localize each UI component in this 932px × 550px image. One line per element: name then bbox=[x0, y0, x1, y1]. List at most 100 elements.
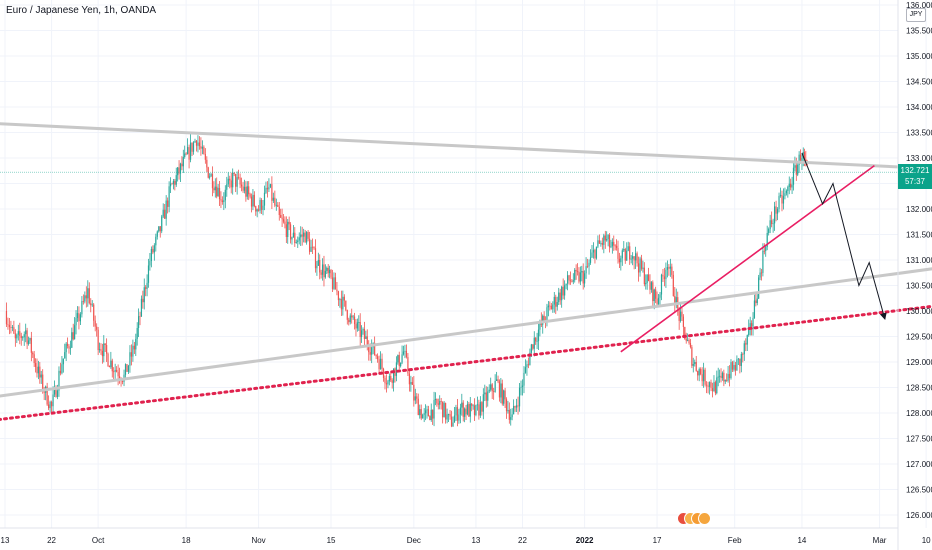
candle-body bbox=[42, 374, 44, 391]
price-tick-label: 130.000 bbox=[906, 307, 932, 316]
candle-body bbox=[566, 275, 569, 284]
candle-body bbox=[768, 229, 770, 233]
candle-body bbox=[243, 186, 246, 191]
candle-body bbox=[716, 377, 718, 394]
candle-body bbox=[713, 382, 715, 392]
pink-rising-trendline[interactable] bbox=[620, 165, 875, 353]
time-axis[interactable]: 13 22 Oct 18 Nov 15 Dec 13 22 2022 17 Feb 14 Mar 10 bbox=[0, 527, 931, 545]
candle-body bbox=[773, 206, 776, 224]
candle-body bbox=[684, 326, 686, 340]
candle-body bbox=[724, 380, 726, 382]
candle-body bbox=[282, 219, 285, 222]
candle-body bbox=[129, 352, 131, 366]
candle-body bbox=[714, 382, 716, 394]
candle-body bbox=[253, 194, 255, 207]
candle-body bbox=[146, 282, 148, 289]
candle-body bbox=[230, 180, 232, 188]
candle-body bbox=[211, 174, 214, 189]
candle-body bbox=[414, 396, 416, 401]
bar-countdown: 57:37 bbox=[904, 177, 926, 186]
candle-body bbox=[535, 337, 537, 342]
candle-body bbox=[36, 366, 38, 374]
candle-body bbox=[203, 146, 205, 155]
economic-events-marker[interactable] bbox=[677, 512, 711, 526]
candle-body bbox=[582, 271, 584, 284]
candle-body bbox=[479, 402, 481, 416]
time-tick-label: Dec bbox=[407, 536, 421, 545]
candle-body bbox=[233, 172, 235, 174]
candle-body bbox=[779, 194, 782, 197]
candle-body bbox=[694, 362, 696, 365]
lower-support-line[interactable] bbox=[0, 263, 932, 401]
candle-body bbox=[657, 297, 660, 305]
candle-body bbox=[210, 174, 212, 177]
candle-body bbox=[274, 197, 276, 206]
candle-body bbox=[468, 404, 470, 417]
candle-body bbox=[423, 413, 425, 415]
candle-body bbox=[436, 399, 438, 404]
candle-body bbox=[229, 178, 231, 181]
candle-body bbox=[485, 392, 487, 401]
candle-body bbox=[275, 204, 277, 206]
candle-body bbox=[595, 246, 598, 259]
price-axis[interactable]: 126.000 126.500 127.000 127.500 128.000 128.5… bbox=[897, 0, 932, 550]
candle-body bbox=[236, 177, 238, 187]
candle-body bbox=[765, 246, 767, 252]
candle-body bbox=[64, 352, 66, 359]
candle-body bbox=[235, 173, 237, 187]
currency-badge[interactable]: JPY bbox=[906, 8, 926, 22]
candle-body bbox=[88, 288, 90, 304]
candle-body bbox=[462, 402, 464, 417]
time-tick-label: 15 bbox=[327, 536, 336, 545]
candle-body bbox=[59, 370, 62, 374]
candle-body bbox=[313, 246, 315, 249]
candle-body bbox=[171, 183, 173, 185]
candle-body bbox=[805, 159, 807, 161]
candle-body bbox=[476, 404, 479, 406]
candle-body bbox=[145, 287, 147, 289]
candle-body bbox=[461, 402, 463, 408]
candle-body bbox=[615, 245, 618, 249]
candle-body bbox=[213, 188, 215, 191]
price-tick-label: 133.000 bbox=[906, 154, 932, 163]
dotted-support-line[interactable] bbox=[0, 301, 932, 423]
candle-body bbox=[81, 301, 83, 315]
candle-body bbox=[784, 193, 786, 197]
candle-body bbox=[603, 235, 605, 245]
candle-body bbox=[214, 186, 216, 191]
candle-body bbox=[488, 389, 490, 392]
candle-body bbox=[781, 194, 783, 204]
event-icon[interactable] bbox=[698, 512, 711, 525]
candle-body bbox=[249, 194, 251, 197]
candle-body bbox=[748, 327, 750, 336]
candle-body bbox=[775, 206, 777, 214]
candle-body bbox=[195, 140, 198, 146]
time-tick-label: 13 bbox=[1, 536, 10, 545]
candle-body bbox=[189, 142, 192, 160]
candle-body bbox=[48, 404, 50, 409]
candle-body bbox=[682, 316, 684, 327]
candle-body bbox=[281, 217, 283, 220]
candle-body bbox=[746, 335, 748, 345]
trendline-drawings[interactable] bbox=[0, 122, 932, 423]
projection-path[interactable] bbox=[801, 152, 887, 321]
candle-body bbox=[498, 381, 501, 398]
upper-resistance-line[interactable] bbox=[0, 122, 932, 171]
time-tick-label: Mar bbox=[873, 536, 887, 545]
candle-body bbox=[287, 221, 289, 237]
projection-arrow[interactable] bbox=[801, 152, 887, 321]
candle-body bbox=[272, 197, 274, 201]
candle-body bbox=[430, 409, 432, 420]
time-tick-label: Feb bbox=[728, 536, 742, 545]
candle-body bbox=[291, 237, 293, 240]
candle-body bbox=[627, 246, 629, 251]
candle-body bbox=[345, 300, 347, 311]
candle-body bbox=[640, 258, 643, 269]
candle-body bbox=[792, 167, 795, 185]
candle-body bbox=[317, 259, 319, 266]
candle-body bbox=[613, 241, 615, 246]
candle-body bbox=[288, 221, 290, 225]
candle-body bbox=[643, 267, 645, 285]
candle-body bbox=[469, 403, 471, 417]
